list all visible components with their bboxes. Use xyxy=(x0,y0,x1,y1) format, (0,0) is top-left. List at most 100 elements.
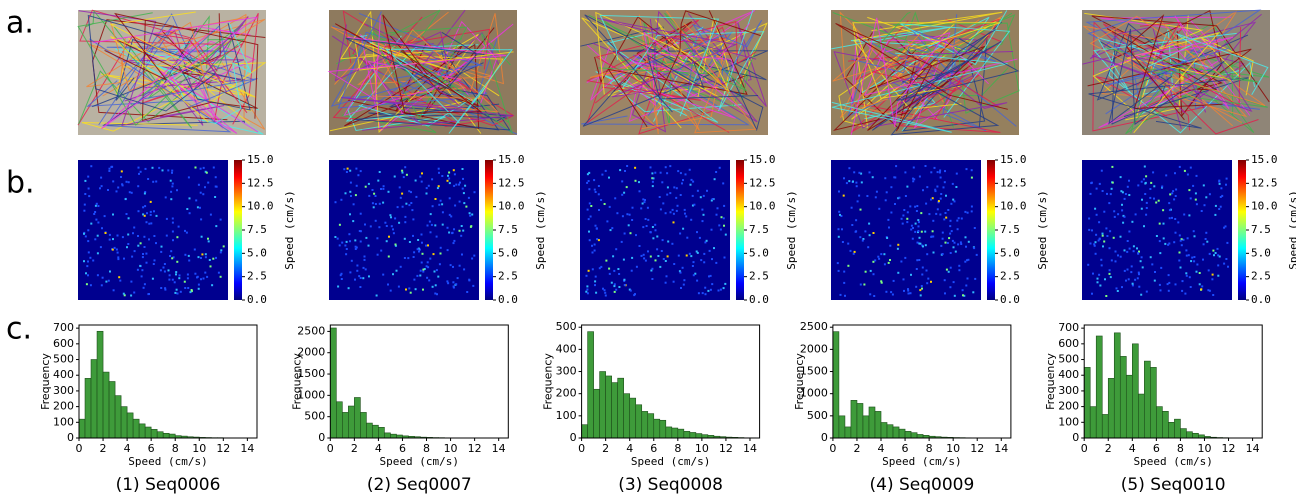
speed-dot xyxy=(642,253,645,256)
speed-dot xyxy=(915,285,918,288)
speed-dot xyxy=(419,274,422,277)
speed-dot xyxy=(1158,240,1161,243)
y-tick-label: 100 xyxy=(53,415,74,428)
speed-dot xyxy=(936,208,939,211)
x-tick-label: 2 xyxy=(853,442,860,455)
speed-dot xyxy=(354,239,357,242)
speed-dot xyxy=(1171,192,1174,195)
speed-dot xyxy=(139,264,142,267)
speed-dot xyxy=(878,257,881,260)
speed-dot xyxy=(437,185,440,188)
speed-dot xyxy=(83,232,85,235)
bar xyxy=(132,418,140,439)
x-axis-label: Speed (cm/s) xyxy=(631,455,710,468)
bar xyxy=(868,406,876,439)
speed-dot xyxy=(692,261,695,264)
speed-dot xyxy=(393,175,396,178)
speed-dot xyxy=(433,270,436,273)
speed-dot xyxy=(890,291,893,294)
speed-dot xyxy=(109,270,111,273)
colorbar-tick-label: 7.5 xyxy=(498,223,518,236)
speed-dot xyxy=(638,245,641,247)
speed-dot xyxy=(594,275,597,278)
speed-dot xyxy=(385,240,388,243)
speed-dot xyxy=(702,194,705,197)
speed-dot xyxy=(170,250,173,253)
speed-dot xyxy=(204,253,207,256)
speed-dot xyxy=(1213,254,1215,257)
speed-dot xyxy=(90,222,93,225)
speed-dot xyxy=(1214,252,1217,254)
speed-dot xyxy=(684,212,686,215)
speed-dot xyxy=(1185,249,1188,252)
speed-dot xyxy=(441,223,444,226)
speed-dot xyxy=(374,195,377,197)
speed-dot xyxy=(681,182,683,185)
speed-dot xyxy=(354,278,356,281)
speed-dot xyxy=(153,259,156,262)
speed-dot xyxy=(184,253,187,256)
bar xyxy=(1132,343,1139,439)
speed-dot xyxy=(86,265,89,268)
speed-dot xyxy=(868,222,871,225)
axes-frame xyxy=(329,324,509,439)
speed-dot xyxy=(719,228,722,231)
speed-dot xyxy=(219,218,222,221)
speed-dot xyxy=(880,280,883,283)
speed-dot xyxy=(934,190,937,193)
speed-dot xyxy=(448,171,451,174)
y-tick-label: 600 xyxy=(53,337,74,350)
bar xyxy=(1089,406,1097,439)
speed-dot xyxy=(1225,258,1228,260)
speed-dot xyxy=(441,175,444,177)
speed-dot xyxy=(420,261,423,264)
speed-dot xyxy=(359,212,362,215)
speed-dot xyxy=(452,285,455,288)
speed-dot xyxy=(468,278,471,281)
speed-dot xyxy=(925,269,928,272)
speed-dot xyxy=(671,208,674,211)
trajectory xyxy=(354,89,511,131)
y-tick-label: 0 xyxy=(570,431,577,444)
speed-dot xyxy=(631,219,634,221)
speed-dot xyxy=(137,166,140,169)
speed-dot xyxy=(895,165,898,168)
speed-dot xyxy=(176,236,179,239)
speed-dot xyxy=(855,219,858,222)
y-tick-label: 2500 xyxy=(800,320,828,333)
colorbar-tick-label: 2.5 xyxy=(247,270,267,283)
speed-dot xyxy=(949,266,952,269)
x-tick-label: 0 xyxy=(76,442,83,455)
speed-dot xyxy=(1106,235,1109,237)
speed-dot xyxy=(147,293,150,296)
speed-dot xyxy=(704,293,707,296)
speed-dot xyxy=(718,224,721,227)
speed-dot xyxy=(186,208,189,210)
bar xyxy=(1144,360,1151,439)
speed-dot xyxy=(207,240,210,243)
speed-dot xyxy=(151,277,154,280)
speed-dot xyxy=(703,252,706,255)
speed-dot xyxy=(848,167,851,170)
speed-dot xyxy=(149,213,152,216)
speed-dot xyxy=(1120,190,1123,193)
speed-dot xyxy=(874,259,877,262)
x-tick-label: 0 xyxy=(327,442,334,455)
speed-dot xyxy=(626,213,629,216)
speed-dot xyxy=(1208,193,1211,196)
speed-dot xyxy=(872,232,875,234)
speed-dot xyxy=(586,181,589,184)
speed-dot xyxy=(966,211,969,214)
trajectory xyxy=(330,11,482,107)
y-tick-label: 1000 xyxy=(297,388,325,401)
speed-dot xyxy=(108,167,111,170)
trajectory xyxy=(582,49,768,127)
bar xyxy=(372,424,379,439)
speed-dot xyxy=(587,269,590,272)
x-tick-label: 8 xyxy=(172,442,179,455)
x-tick-label: 12 xyxy=(468,442,482,455)
speed-dot xyxy=(87,187,90,190)
speed-dot xyxy=(96,274,99,277)
speed-dot xyxy=(1183,169,1186,172)
speed-dot xyxy=(872,273,875,276)
